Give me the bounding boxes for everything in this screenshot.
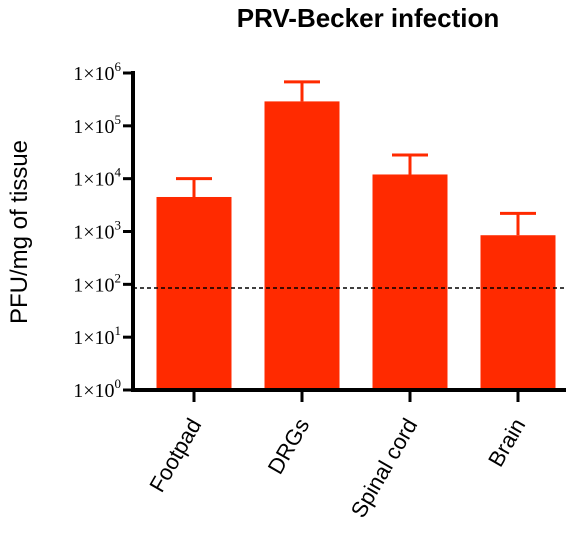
y-tick-label: 1×101 [73,323,121,349]
bar-footpad [156,196,232,390]
y-tick-label: 1×100 [73,376,121,402]
y-tick-label: 1×102 [73,270,121,296]
y-tick-label: 1×105 [73,112,121,138]
bar-drgs [264,101,340,390]
x-tick-label: Footpad [144,414,206,496]
y-tick-label: 1×104 [73,165,121,191]
y-axis-label: PFU/mg of tissue [6,140,33,324]
bar-spinal-cord [372,174,448,390]
bar-brain [480,235,556,390]
chart-title: PRV-Becker infection [237,3,500,33]
x-tick-label: DRGs [263,414,315,478]
x-tick-label: Brain [483,414,530,471]
y-tick-label: 1×103 [73,218,121,244]
y-tick-label: 1×106 [73,59,121,85]
plot-area: 1×100 1×101 1×102 1×103 1×104 1×105 1×106 Footp… [73,59,566,522]
x-tick-label: Spinal cord [346,414,423,522]
